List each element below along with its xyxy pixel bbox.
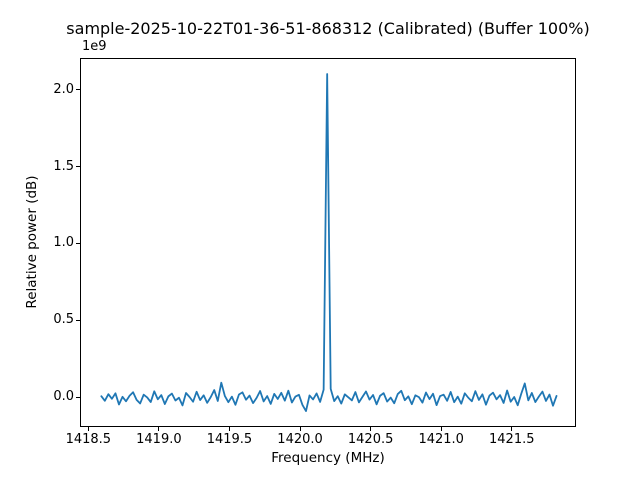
y-tick-mark — [76, 319, 80, 321]
x-tick-label: 1419.0 — [136, 432, 182, 447]
y-tick-label: 0.5 — [53, 312, 74, 328]
spectrum-line — [100, 73, 558, 413]
x-tick-mark — [158, 427, 160, 431]
x-tick-mark — [228, 427, 230, 431]
y-axis-offset-text: 1e9 — [82, 39, 107, 54]
x-tick-mark — [299, 427, 301, 431]
x-tick-label: 1420.5 — [347, 432, 394, 447]
x-tick-label: 1421.0 — [418, 432, 464, 447]
y-tick-label: 0.0 — [53, 389, 74, 405]
x-tick-mark — [87, 427, 89, 431]
x-tick-label: 1418.5 — [65, 432, 112, 447]
y-tick-label: 2.0 — [53, 81, 74, 97]
y-tick-mark — [76, 89, 80, 91]
y-tick-label: 1.0 — [53, 235, 74, 251]
y-tick-label: 1.5 — [53, 158, 74, 174]
x-tick-label: 1421.5 — [489, 432, 535, 447]
x-tick-label: 1420.0 — [277, 432, 323, 447]
x-tick-mark — [440, 427, 442, 431]
y-tick-mark — [76, 166, 80, 168]
x-tick-mark — [511, 427, 513, 431]
y-tick-mark — [76, 242, 80, 244]
x-tick-label: 1419.5 — [206, 432, 253, 447]
chart-title: sample-2025-10-22T01-36-51-868312 (Calib… — [66, 19, 590, 38]
spectrum-line-svg — [100, 73, 558, 413]
y-tick-mark — [76, 396, 80, 398]
plot-area — [80, 58, 576, 427]
x-tick-mark — [370, 427, 372, 431]
x-axis-label: Frequency (MHz) — [271, 450, 385, 466]
